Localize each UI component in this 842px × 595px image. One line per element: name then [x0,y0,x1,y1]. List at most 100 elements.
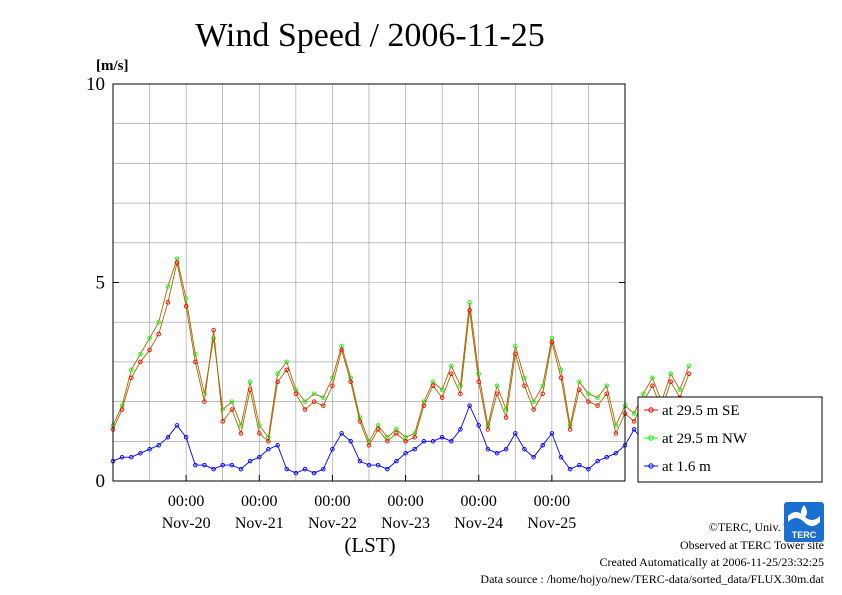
series-point [165,284,171,289]
series-point [193,359,198,365]
series-layer [110,256,692,480]
series-point [193,462,198,468]
series-point [174,260,180,265]
legend-entry: at 29.5 m NW [644,431,748,447]
series-point [366,443,372,448]
series-point [284,466,289,472]
series-point [211,335,216,341]
x-tick-date-label: Nov-25 [527,515,576,532]
series-point [357,458,363,464]
series-point [549,339,555,345]
series-point [558,375,564,381]
x-tick-time-label: 00:00 [460,493,496,510]
series-line [112,257,690,443]
series-point [604,391,609,396]
series-point [247,387,253,392]
series-point [284,359,289,365]
series-point [503,415,509,420]
series-point [229,407,235,412]
series-point [686,371,692,377]
series-point [293,470,299,476]
series-point [129,367,134,373]
grid-lines [113,84,625,481]
series-point [449,439,454,444]
series-point [348,439,353,444]
series-point [586,391,591,396]
x-axis-label: (LST) [344,533,395,557]
series-point [238,466,244,472]
series-line [112,262,690,447]
series-point [540,391,545,396]
series-point [631,427,637,432]
series-point [567,427,573,432]
series-point [247,379,253,385]
series-point [165,300,171,305]
series-point [604,454,609,460]
credit-created: Created Automatically at 2006-11-25/23:3… [599,555,824,569]
series-point [567,466,573,472]
series-point [494,391,500,396]
series-point [147,446,152,452]
series-point [513,351,518,357]
series-point [257,454,262,460]
series-point [366,462,372,468]
series-point [677,387,683,392]
series-point [458,383,463,388]
series-point [138,351,143,357]
series-point [458,391,463,396]
series-point [412,435,417,440]
x-axis-ticks: 00:00 Nov-20 00:00 Nov-21 00:00 Nov-22 00:00 No… [162,475,576,532]
series-point [522,383,527,388]
series-point [586,399,591,404]
legend: at 29.5 m SE at 29.5 m NW at 1.6 m [637,396,823,483]
series-point [165,435,171,440]
series-point [668,379,673,385]
terc-logo: TERC [784,502,824,542]
series-point [229,399,235,404]
series-point [156,331,161,337]
series-point [595,458,600,464]
series-point [686,363,692,369]
y-tick-label: 10 [86,74,105,95]
series-point [439,387,445,392]
series-point [330,383,335,388]
series-point [577,379,582,385]
series-point [156,443,161,448]
x-tick-time-label: 00:00 [241,493,277,510]
series-point [421,439,427,444]
series-point [540,443,545,448]
legend-marker [648,407,654,413]
series-point [577,462,582,468]
series-point [174,423,180,428]
x-tick-time-label: 00:00 [534,493,570,510]
series-point [119,407,125,412]
series-point [595,403,600,408]
series-point [321,403,326,408]
series-point [403,450,408,456]
series-point [577,387,582,392]
series-point [430,383,436,388]
series-point [321,395,326,400]
series-point [439,395,445,400]
legend-marker [648,435,654,441]
series-1 [110,256,692,444]
series-point [631,419,637,424]
legend-label: at 1.6 m [662,459,711,475]
logo-wave-icon [788,512,820,526]
series-point [229,462,235,468]
legend-entry: at 1.6 m [644,459,711,475]
series-point [275,371,280,377]
series-point [613,450,619,456]
series-point [668,371,673,377]
chart-title: Wind Speed / 2006-11-25 [195,17,545,54]
series-point [430,439,436,444]
series-point [129,375,134,381]
series-point [138,359,143,365]
series-point [503,446,509,452]
series-point [467,403,472,408]
series-point [375,462,381,468]
series-point [348,379,353,385]
logo-text: TERC [792,530,817,540]
x-tick-date-label: Nov-22 [308,515,357,532]
